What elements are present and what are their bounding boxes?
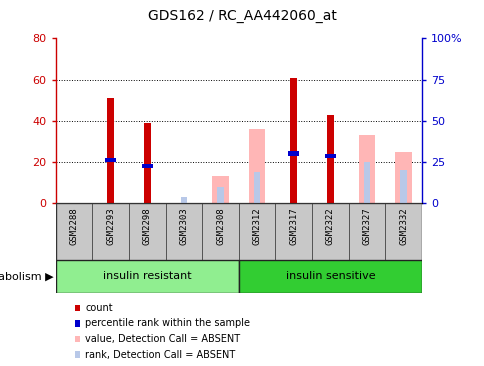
Bar xyxy=(105,158,116,162)
Bar xyxy=(239,203,275,260)
Bar xyxy=(141,164,152,168)
Bar xyxy=(253,172,260,203)
Text: rank, Detection Call = ABSENT: rank, Detection Call = ABSENT xyxy=(85,350,235,359)
Bar xyxy=(248,129,265,203)
Bar xyxy=(56,203,92,260)
Bar xyxy=(92,203,129,260)
Text: GSM2317: GSM2317 xyxy=(288,207,298,245)
Bar xyxy=(384,203,421,260)
Text: GDS162 / RC_AA442060_at: GDS162 / RC_AA442060_at xyxy=(148,9,336,23)
Bar xyxy=(394,152,411,203)
Bar xyxy=(363,162,370,203)
Bar xyxy=(180,197,187,203)
Bar xyxy=(399,170,406,203)
Text: insulin sensitive: insulin sensitive xyxy=(285,271,375,281)
Bar xyxy=(275,203,312,260)
Bar xyxy=(312,203,348,260)
Bar xyxy=(239,260,421,293)
Bar xyxy=(217,187,224,203)
Text: GSM2327: GSM2327 xyxy=(362,207,371,245)
Bar xyxy=(326,115,333,203)
Bar xyxy=(348,203,385,260)
Text: GSM2293: GSM2293 xyxy=(106,207,115,245)
Bar xyxy=(129,203,166,260)
Bar xyxy=(324,153,335,158)
Text: GSM2332: GSM2332 xyxy=(398,207,408,245)
Text: GSM2312: GSM2312 xyxy=(252,207,261,245)
Text: value, Detection Call = ABSENT: value, Detection Call = ABSENT xyxy=(85,334,240,344)
Text: insulin resistant: insulin resistant xyxy=(103,271,191,281)
Text: GSM2322: GSM2322 xyxy=(325,207,334,245)
Bar xyxy=(107,98,114,203)
Text: GSM2303: GSM2303 xyxy=(179,207,188,245)
Bar xyxy=(212,176,228,203)
Bar xyxy=(287,152,299,156)
Text: GSM2308: GSM2308 xyxy=(215,207,225,245)
Bar xyxy=(202,203,239,260)
Bar xyxy=(290,78,297,203)
Text: metabolism ▶: metabolism ▶ xyxy=(0,271,53,281)
Bar xyxy=(166,203,202,260)
Text: GSM2298: GSM2298 xyxy=(142,207,151,245)
Bar xyxy=(56,260,239,293)
Bar xyxy=(144,123,151,203)
Text: percentile rank within the sample: percentile rank within the sample xyxy=(85,318,250,328)
Text: count: count xyxy=(85,303,113,313)
Text: GSM2288: GSM2288 xyxy=(69,207,78,245)
Bar xyxy=(358,135,375,203)
